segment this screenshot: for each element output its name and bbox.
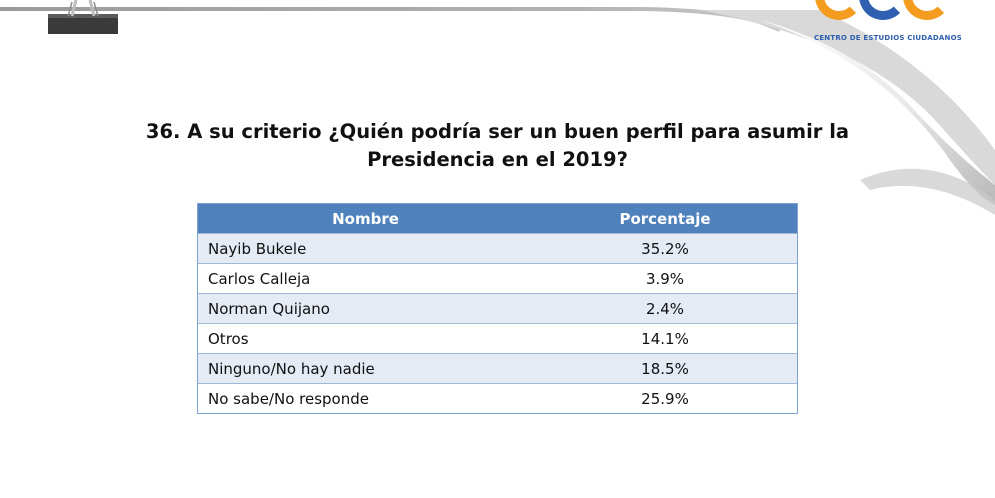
table-row: Nayib Bukele 35.2%: [198, 233, 797, 264]
question-line-2: Presidencia en el 2019?: [367, 148, 628, 171]
logo-e-shape: [859, 0, 907, 20]
survey-question: 36. A su criterio ¿Quién podría ser un b…: [80, 118, 915, 174]
binder-clip-icon: [48, 0, 118, 34]
results-table: Nombre Porcentaje Nayib Bukele 35.2% Car…: [197, 203, 798, 414]
table-row: No sabe/No responde 25.9%: [198, 383, 797, 413]
cell-porcentaje: 35.2%: [533, 233, 797, 264]
question-line-1: 36. A su criterio ¿Quién podría ser un b…: [145, 120, 850, 143]
cell-porcentaje: 3.9%: [533, 263, 797, 294]
cell-nombre: Carlos Calleja: [198, 263, 533, 294]
logo-c-left-shape: [815, 0, 863, 20]
logo-c-right-shape: [903, 0, 951, 20]
cell-nombre: Ninguno/No hay nadie: [198, 353, 533, 384]
table-row: Ninguno/No hay nadie 18.5%: [198, 353, 797, 384]
cell-nombre: Otros: [198, 323, 533, 354]
table-header-row: Nombre Porcentaje: [198, 204, 797, 234]
cell-porcentaje: 25.9%: [533, 383, 797, 413]
logo-caption: CENTRO DE ESTUDIOS CIUDADANOS: [813, 34, 963, 42]
header-porcentaje: Porcentaje: [533, 204, 797, 234]
cec-ufg-logo: UFG CENTRO DE ESTUDIOS CIUDADANOS: [803, 0, 973, 46]
logo-ufg-badge: UFG: [927, 0, 948, 10]
cell-nombre: No sabe/No responde: [198, 383, 533, 413]
table-row: Norman Quijano 2.4%: [198, 293, 797, 324]
cell-porcentaje: 14.1%: [533, 323, 797, 354]
cell-nombre: Norman Quijano: [198, 293, 533, 324]
header-nombre: Nombre: [198, 204, 533, 234]
cell-porcentaje: 18.5%: [533, 353, 797, 384]
cell-porcentaje: 2.4%: [533, 293, 797, 324]
table-row: Otros 14.1%: [198, 323, 797, 354]
cell-nombre: Nayib Bukele: [198, 233, 533, 264]
table-row: Carlos Calleja 3.9%: [198, 263, 797, 294]
